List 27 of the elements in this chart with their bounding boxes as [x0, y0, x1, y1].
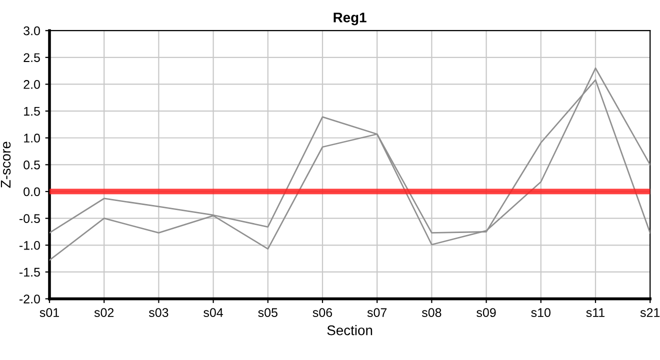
line-series	[50, 67, 650, 261]
x-tick-label: s07	[367, 308, 387, 318]
y-tick-label: 2.5	[24, 53, 40, 62]
y-axis-title: Z-score	[0, 142, 11, 188]
y-tick-label: -2.0	[19, 294, 40, 304]
x-tick-label: s10	[531, 308, 550, 318]
x-tick-label: s03	[148, 308, 168, 318]
y-tick-label: -1.0	[19, 240, 40, 250]
x-tick-label: s08	[422, 308, 442, 318]
x-tick-label: s04	[204, 308, 224, 318]
y-tick-label: 1.5	[24, 106, 40, 116]
x-tick-label: s02	[94, 308, 114, 318]
x-tick-label: s06	[312, 308, 332, 318]
y-tick-label: -1.5	[19, 268, 40, 277]
x-tick-label: s05	[258, 308, 278, 318]
x-tick-label: s11	[586, 308, 605, 318]
y-tick-label: 0.5	[24, 160, 40, 170]
y-tick-label: -0.5	[19, 214, 40, 223]
y-tick-label: 2.0	[24, 80, 40, 89]
y-tick-label: 3.0	[24, 26, 40, 36]
y-tick-label: 0.0	[24, 187, 40, 196]
x-tick-label: s09	[476, 308, 496, 318]
chart-title: Reg1	[334, 12, 366, 26]
x-tick-label: s01	[40, 308, 59, 318]
x-axis-title: Section	[327, 325, 372, 336]
x-tick-label: s21	[640, 308, 660, 318]
y-tick-label: 1.0	[24, 134, 40, 143]
